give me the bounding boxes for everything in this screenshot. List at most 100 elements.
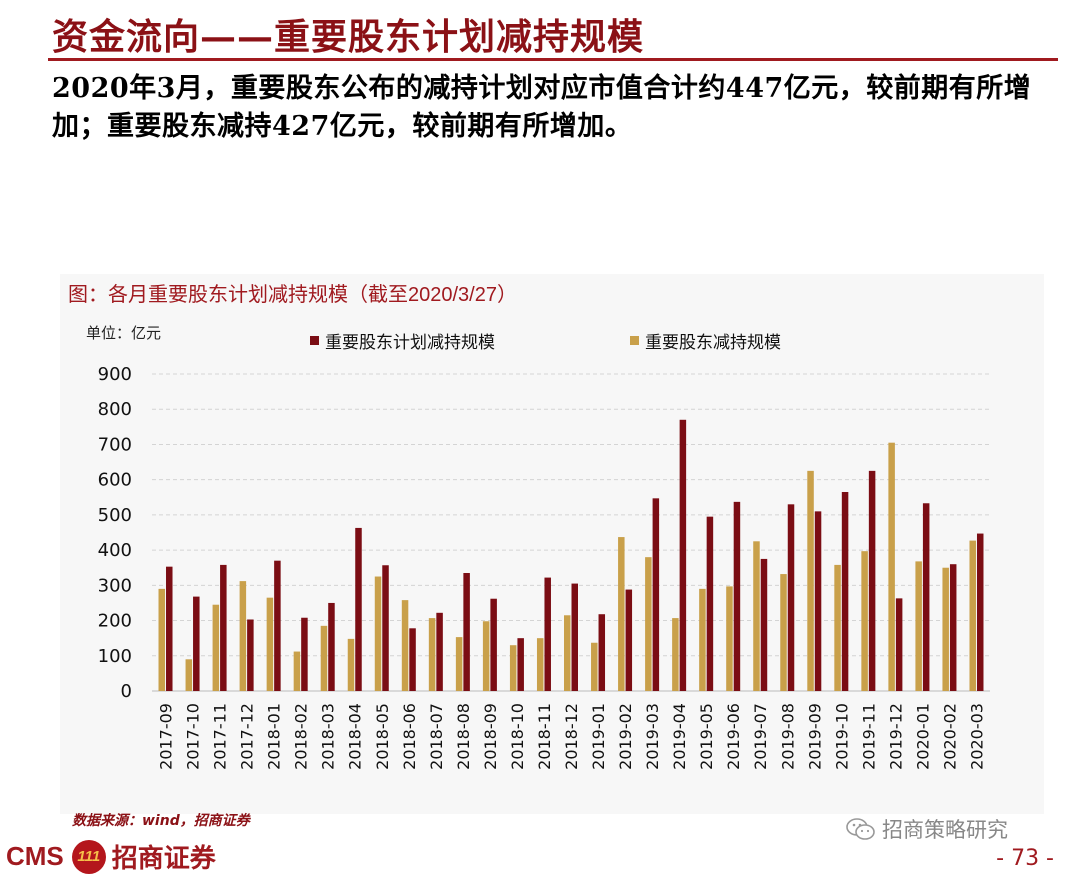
bar-actual [347, 638, 355, 691]
x-tick-label: 2019-05 [697, 703, 716, 770]
bar-plan [652, 498, 660, 691]
x-tick-label: 2019-12 [886, 703, 905, 770]
x-tick-label: 2019-01 [589, 703, 608, 770]
bar-plan [706, 516, 714, 691]
chart-title: 图：各月重要股东计划减持规模（截至2020/3/27） [68, 284, 517, 306]
legend-label-actual: 重要股东减持规模 [645, 333, 781, 353]
x-tick-label: 2018-08 [454, 703, 473, 770]
bar-plan [679, 419, 687, 691]
x-tick-label: 2019-06 [724, 703, 743, 770]
x-tick-label: 2020-01 [913, 703, 932, 770]
x-tick-label: 2017-12 [238, 703, 257, 770]
x-tick-label: 2018-04 [346, 703, 365, 770]
x-tick-label: 2019-08 [778, 703, 797, 770]
bar-actual [564, 615, 571, 691]
y-tick-label: 500 [98, 505, 132, 526]
x-tick-label: 2019-10 [832, 703, 851, 770]
bar-plan [409, 628, 416, 691]
y-tick-label: 900 [98, 364, 132, 385]
title-divider [48, 58, 1058, 61]
bar-actual [158, 588, 166, 691]
x-tick-label: 2018-03 [319, 703, 338, 770]
page-number: - 73 - [996, 846, 1054, 871]
bar-actual [672, 618, 679, 691]
brand-name: 招商证券 [111, 843, 216, 873]
bar-actual [699, 588, 706, 691]
x-tick-label: 2018-01 [265, 703, 284, 770]
bar-plan [976, 533, 984, 691]
bar-plan [949, 564, 957, 691]
bar-chart: 0 100 200 300 400 500 600 700 800 900 2017-09 2017-… [98, 364, 990, 770]
bar-actual [780, 574, 787, 691]
x-tick-label: 2017-09 [157, 703, 176, 770]
bar-plan [814, 511, 822, 691]
bar-plan [328, 602, 335, 691]
y-tick-label: 200 [98, 611, 132, 632]
x-tick-label: 2019-03 [643, 703, 662, 770]
y-tick-label: 800 [98, 399, 132, 420]
x-tick-label: 2019-04 [670, 703, 689, 770]
x-tick-label: 2020-02 [940, 703, 959, 770]
bar-plan [733, 501, 741, 691]
bar-actual [266, 597, 274, 691]
bar-actual [618, 537, 625, 691]
bar-plan [895, 598, 903, 691]
x-tick-label: 2019-07 [751, 703, 770, 770]
x-tick-label: 2018-02 [292, 703, 311, 770]
y-tick-label: 700 [98, 434, 132, 455]
y-tick-label: 300 [98, 575, 132, 596]
watermark-text: 招商策略研究 [882, 818, 1008, 842]
legend-item-plan: 重要股东计划减持规模 [310, 328, 495, 353]
bar-plan [274, 560, 281, 691]
unit-label: 单位：亿元 [86, 324, 162, 342]
bar-actual [536, 638, 544, 691]
brand-badge-icon: 111 [71, 839, 106, 874]
bar-plan [841, 491, 849, 691]
bar-actual [401, 600, 409, 691]
bar-plan [625, 589, 633, 691]
bar-plan [247, 619, 254, 691]
x-tick-label: 2019-11 [859, 703, 878, 770]
bar-plan [571, 583, 578, 691]
bar-plan [598, 614, 606, 691]
source-note: 数据来源：wind，招商证券 [72, 813, 250, 829]
bar-plan [517, 638, 524, 691]
y-tick-label: 100 [98, 646, 132, 667]
bar-plan [193, 596, 200, 691]
bar-actual [482, 621, 490, 691]
legend-label-plan: 重要股东计划减持规模 [325, 333, 495, 353]
x-tick-label: 2019-02 [616, 703, 635, 770]
bar-actual [726, 586, 733, 691]
bar-actual [212, 604, 220, 691]
bar-actual [185, 659, 193, 691]
bar-actual [374, 576, 382, 691]
chart-panel: 图：各月重要股东计划减持规模（截至2020/3/27） 单位：亿元 重要股东计划… [60, 274, 1044, 814]
y-tick-label: 400 [98, 540, 132, 561]
bar-actual [428, 618, 436, 691]
brand-logo: CMS 111 招商证券 [6, 838, 216, 875]
legend-swatch-plan [310, 336, 319, 345]
y-tick-label: 0 [121, 681, 132, 702]
y-tick-label: 600 [98, 470, 132, 491]
x-tick-label: 2017-11 [211, 703, 230, 770]
x-tick-label: 2018-06 [400, 703, 419, 770]
summary-text: 2020年3月，重要股东公布的减持计划对应市值合计约447亿元，较前期有所增加；… [52, 73, 1032, 142]
bar-actual [834, 564, 841, 691]
bar-plan [922, 503, 930, 691]
x-tick-label: 2018-11 [535, 703, 554, 770]
watermark: 招商策略研究 [846, 814, 1008, 844]
x-tick-label: 2017-10 [184, 703, 203, 770]
bar-plan [463, 573, 470, 691]
bar-actual [455, 637, 463, 691]
bar-plan [436, 612, 443, 691]
x-tick-label: 2018-07 [427, 703, 446, 770]
brand-text: CMS [6, 841, 64, 871]
bar-actual [915, 561, 922, 691]
x-tick-label: 2019-09 [805, 703, 824, 770]
x-tick-label: 2020-03 [967, 703, 986, 770]
legend-swatch-actual [630, 336, 639, 345]
bar-actual [320, 625, 328, 691]
bar-plan [166, 566, 173, 691]
bar-actual [888, 442, 895, 691]
legend-item-actual: 重要股东减持规模 [630, 328, 781, 353]
